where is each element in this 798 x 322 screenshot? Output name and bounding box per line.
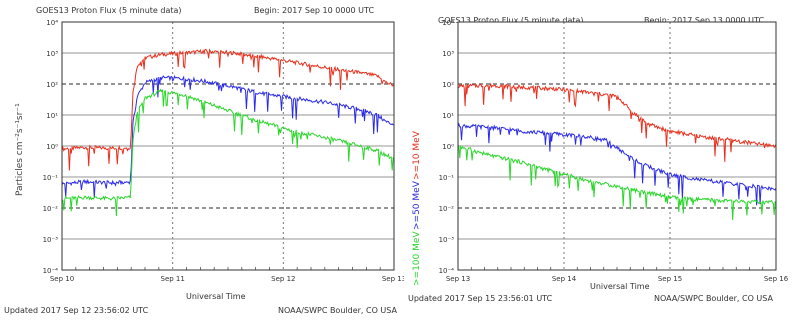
y-tick-label: 10⁰ bbox=[46, 143, 58, 151]
chart-title: GOES13 Proton Flux (5 minute data) bbox=[36, 6, 182, 15]
y-tick-label: 10⁻⁴ bbox=[439, 267, 455, 275]
proton-flux-chart-right: GOES13 Proton Flux (5 minute data) Begin… bbox=[404, 0, 798, 322]
x-axis-label: Universal Time bbox=[590, 282, 650, 291]
y-tick-label: 10⁻⁴ bbox=[43, 267, 59, 275]
y-tick-label: 10² bbox=[442, 81, 454, 89]
series-line-50mev bbox=[457, 122, 777, 206]
chart-begin-label: Begin: 2017 Sep 10 0000 UTC bbox=[254, 6, 375, 15]
x-tick-label: Sep 16 bbox=[764, 275, 789, 283]
x-tick-label: Sep 10 bbox=[50, 275, 74, 283]
y-tick-label: 10⁻² bbox=[439, 205, 455, 213]
plot-frame bbox=[61, 21, 395, 271]
y-tick-label: 10² bbox=[46, 81, 58, 89]
x-tick-label: Sep 15 bbox=[658, 275, 682, 283]
x-tick-label: Sep 11 bbox=[161, 275, 185, 283]
chart-svg: 10⁻⁴ 10⁻³ 10⁻² 10⁻¹ 10⁰ 10¹ 10² 10³ 10⁴ Sep 10 Sep… bbox=[43, 19, 404, 283]
y-tick-label: 10¹ bbox=[442, 112, 454, 120]
y-tick-label: 10⁻¹ bbox=[439, 174, 455, 182]
footer-updated: Updated 2017 Sep 15 23:56:01 UTC bbox=[408, 294, 553, 303]
footer-credit: NOAA/SWPC Boulder, CO USA bbox=[278, 306, 397, 315]
chart-svg: 10⁻⁴ 10⁻³ 10⁻² 10⁻¹ 10⁰ 10¹ 10² 10³ 10⁴ Sep 13 Sep… bbox=[439, 19, 789, 283]
plot-frame bbox=[457, 21, 777, 271]
y-tick-label: 10⁴ bbox=[46, 19, 58, 27]
chart-begin-label: Begin: 2017 Sep 13 0000 UTC bbox=[644, 16, 765, 25]
series-line-1 bbox=[61, 75, 395, 199]
y-tick-label: 10⁻³ bbox=[43, 236, 59, 244]
y-tick-label: 10¹ bbox=[46, 112, 58, 120]
y-tick-label: 10³ bbox=[46, 50, 58, 58]
series-line-0 bbox=[61, 48, 395, 171]
x-tick-label: Sep 13 bbox=[446, 275, 470, 283]
footer-credit: NOAA/SWPC Boulder, CO USA bbox=[654, 294, 773, 303]
x-tick-label: Sep 14 bbox=[552, 275, 577, 283]
y-tick-label: 10⁴ bbox=[442, 19, 454, 27]
chart-title: GOES13 Proton Flux (5 minute data) bbox=[438, 16, 584, 25]
x-axis-label: Universal Time bbox=[186, 292, 246, 301]
x-tick-label: Sep 12 bbox=[271, 275, 295, 283]
series-line-2 bbox=[61, 88, 395, 217]
series-line-10mev bbox=[458, 82, 777, 162]
x-tick-label: Sep 13 bbox=[382, 275, 404, 283]
y-tick-label: 10⁰ bbox=[442, 143, 454, 151]
y-tick-label: 10⁻² bbox=[43, 205, 59, 213]
series-line-100mev bbox=[457, 144, 777, 221]
y-tick-label: 10⁻³ bbox=[439, 236, 455, 244]
y-tick-label: 10⁻¹ bbox=[43, 174, 59, 182]
footer-updated: Updated 2017 Sep 12 23:56:02 UTC bbox=[4, 306, 149, 315]
proton-flux-chart-left: GOES13 Proton Flux (5 minute data) Begin… bbox=[4, 6, 404, 315]
y-tick-label: 10³ bbox=[442, 50, 454, 58]
